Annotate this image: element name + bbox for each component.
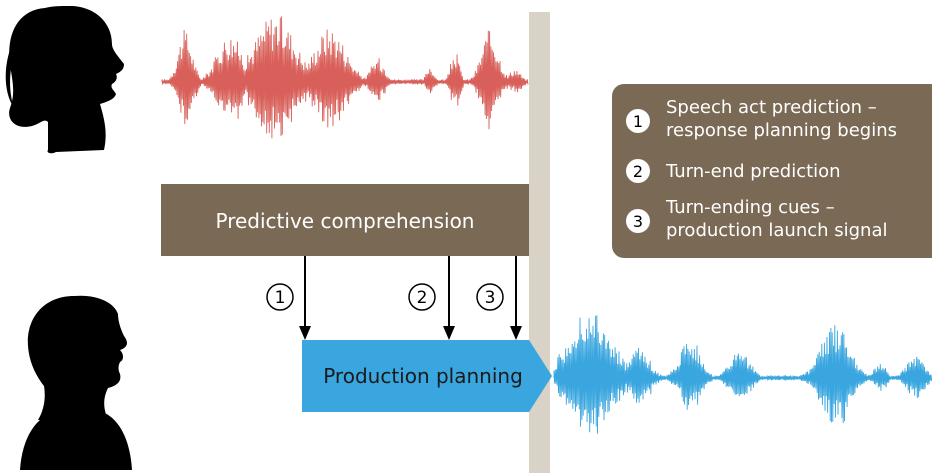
legend-3-line2: production launch signal: [666, 220, 888, 241]
marker-3: 3: [476, 283, 504, 311]
arrowhead-3: [510, 326, 522, 340]
legend-item-3: 3 Turn-ending cues – production launch s…: [626, 197, 888, 241]
marker-2: 2: [408, 283, 436, 311]
predictive-comprehension-box: [161, 184, 529, 256]
legend-2-line1: Turn-end prediction: [665, 161, 841, 182]
legend-1-line2: response planning begins: [666, 120, 897, 141]
listener-waveform-path: [553, 315, 932, 434]
legend-1-line1: Speech act prediction –: [666, 97, 877, 118]
legend-1-number: 1: [633, 112, 643, 131]
legend-2-circle: [626, 159, 650, 183]
legend-1-circle: [626, 109, 650, 133]
male-listener-icon: [20, 295, 132, 470]
marker-3-number: 3: [485, 288, 496, 308]
marker-3-circle: [476, 283, 504, 311]
legend-item-2: 2 Turn-end prediction: [626, 159, 841, 183]
legend-panel: [612, 84, 932, 258]
listener-waveform: [553, 315, 932, 434]
legend-3-number: 3: [633, 212, 643, 231]
predictive-comprehension-label: Predictive comprehension: [216, 209, 475, 233]
legend-2-number: 2: [633, 162, 643, 181]
legend-3-circle: [626, 209, 650, 233]
arrowhead-1: [299, 326, 311, 340]
marker-2-circle: [408, 283, 436, 311]
marker-1-circle: [266, 283, 294, 311]
arrowhead-2: [443, 326, 455, 340]
marker-1-number: 1: [275, 288, 286, 308]
legend-3-line1: Turn-ending cues –: [665, 197, 835, 218]
legend-item-1: 1 Speech act prediction – response plann…: [626, 97, 897, 141]
prediction-arrows: [299, 256, 522, 340]
speaker-waveform: [161, 16, 529, 139]
production-planning-box: [302, 340, 552, 412]
female-speaker-icon: [5, 6, 125, 154]
marker-1: 1: [266, 283, 294, 311]
marker-2-number: 2: [417, 288, 428, 308]
production-planning-label: Production planning: [323, 364, 523, 388]
speaker-waveform-path: [161, 16, 529, 139]
